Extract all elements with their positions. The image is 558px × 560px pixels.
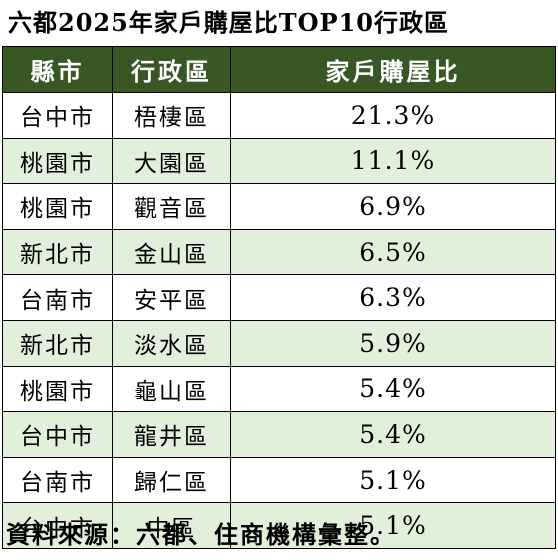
table-row: 桃園市 龜山區 5.4% [2,365,556,413]
district-cell: 龜山區 [112,365,231,413]
table-row: 桃園市 觀音區 6.9% [2,183,556,230]
ratio-cell: 5.4% [230,365,556,413]
city-cell: 台南市 [2,456,113,504]
city-cell: 台南市 [2,274,113,321]
table-row: 新北市 淡水區 5.9% [2,319,556,367]
table-row: 桃園市 大園區 11.1% [2,137,556,185]
district-cell: 大園區 [112,137,231,185]
city-cell: 桃園市 [2,137,113,185]
ratio-cell: 5.9% [230,319,556,367]
district-cell: 觀音區 [112,183,231,230]
header-ratio: 家戶購屋比 [230,46,556,93]
table-row: 新北市 金山區 6.5% [2,228,556,276]
ratio-cell: 6.3% [230,274,556,321]
city-cell: 桃園市 [2,183,113,230]
city-cell: 台中市 [2,411,113,458]
district-cell: 龍井區 [112,411,231,458]
table-title: 六都2025年家戶購屋比TOP10行政區 [8,8,450,37]
ratio-cell: 11.1% [230,137,556,185]
city-cell: 新北市 [2,228,113,276]
header-row: 縣市 行政區 家戶購屋比 [2,46,556,93]
ratio-cell: 5.1% [230,502,556,549]
district-cell: 歸仁區 [112,456,231,504]
ratio-cell: 5.1% [230,456,556,504]
header-district: 行政區 [112,46,231,93]
ratio-cell: 21.3% [230,92,556,139]
table-row: 台中市 中區 5.1% [2,502,556,549]
source-note: 資料來源：六都、住商機構彙整。 [6,520,396,549]
table-row: 台南市 歸仁區 5.1% [2,456,556,504]
district-cell: 梧棲區 [112,92,231,139]
ratio-cell: 6.9% [230,183,556,230]
table-row: 台南市 安平區 6.3% [2,274,556,321]
ratio-cell: 6.5% [230,228,556,276]
district-cell: 金山區 [112,228,231,276]
district-cell: 淡水區 [112,319,231,367]
city-cell: 台中市 [2,92,113,139]
table-row: 台中市 龍井區 5.4% [2,411,556,458]
city-cell: 台中市 [2,502,113,549]
header-city: 縣市 [2,46,113,93]
district-cell: 安平區 [112,274,231,321]
district-ratio-table: 縣市 行政區 家戶購屋比 台中市 梧棲區 21.3% 桃園市 大園區 11.1%… [2,46,556,549]
ratio-cell: 5.4% [230,411,556,458]
city-cell: 桃園市 [2,365,113,413]
table-row: 台中市 梧棲區 21.3% [2,92,556,139]
city-cell: 新北市 [2,319,113,367]
